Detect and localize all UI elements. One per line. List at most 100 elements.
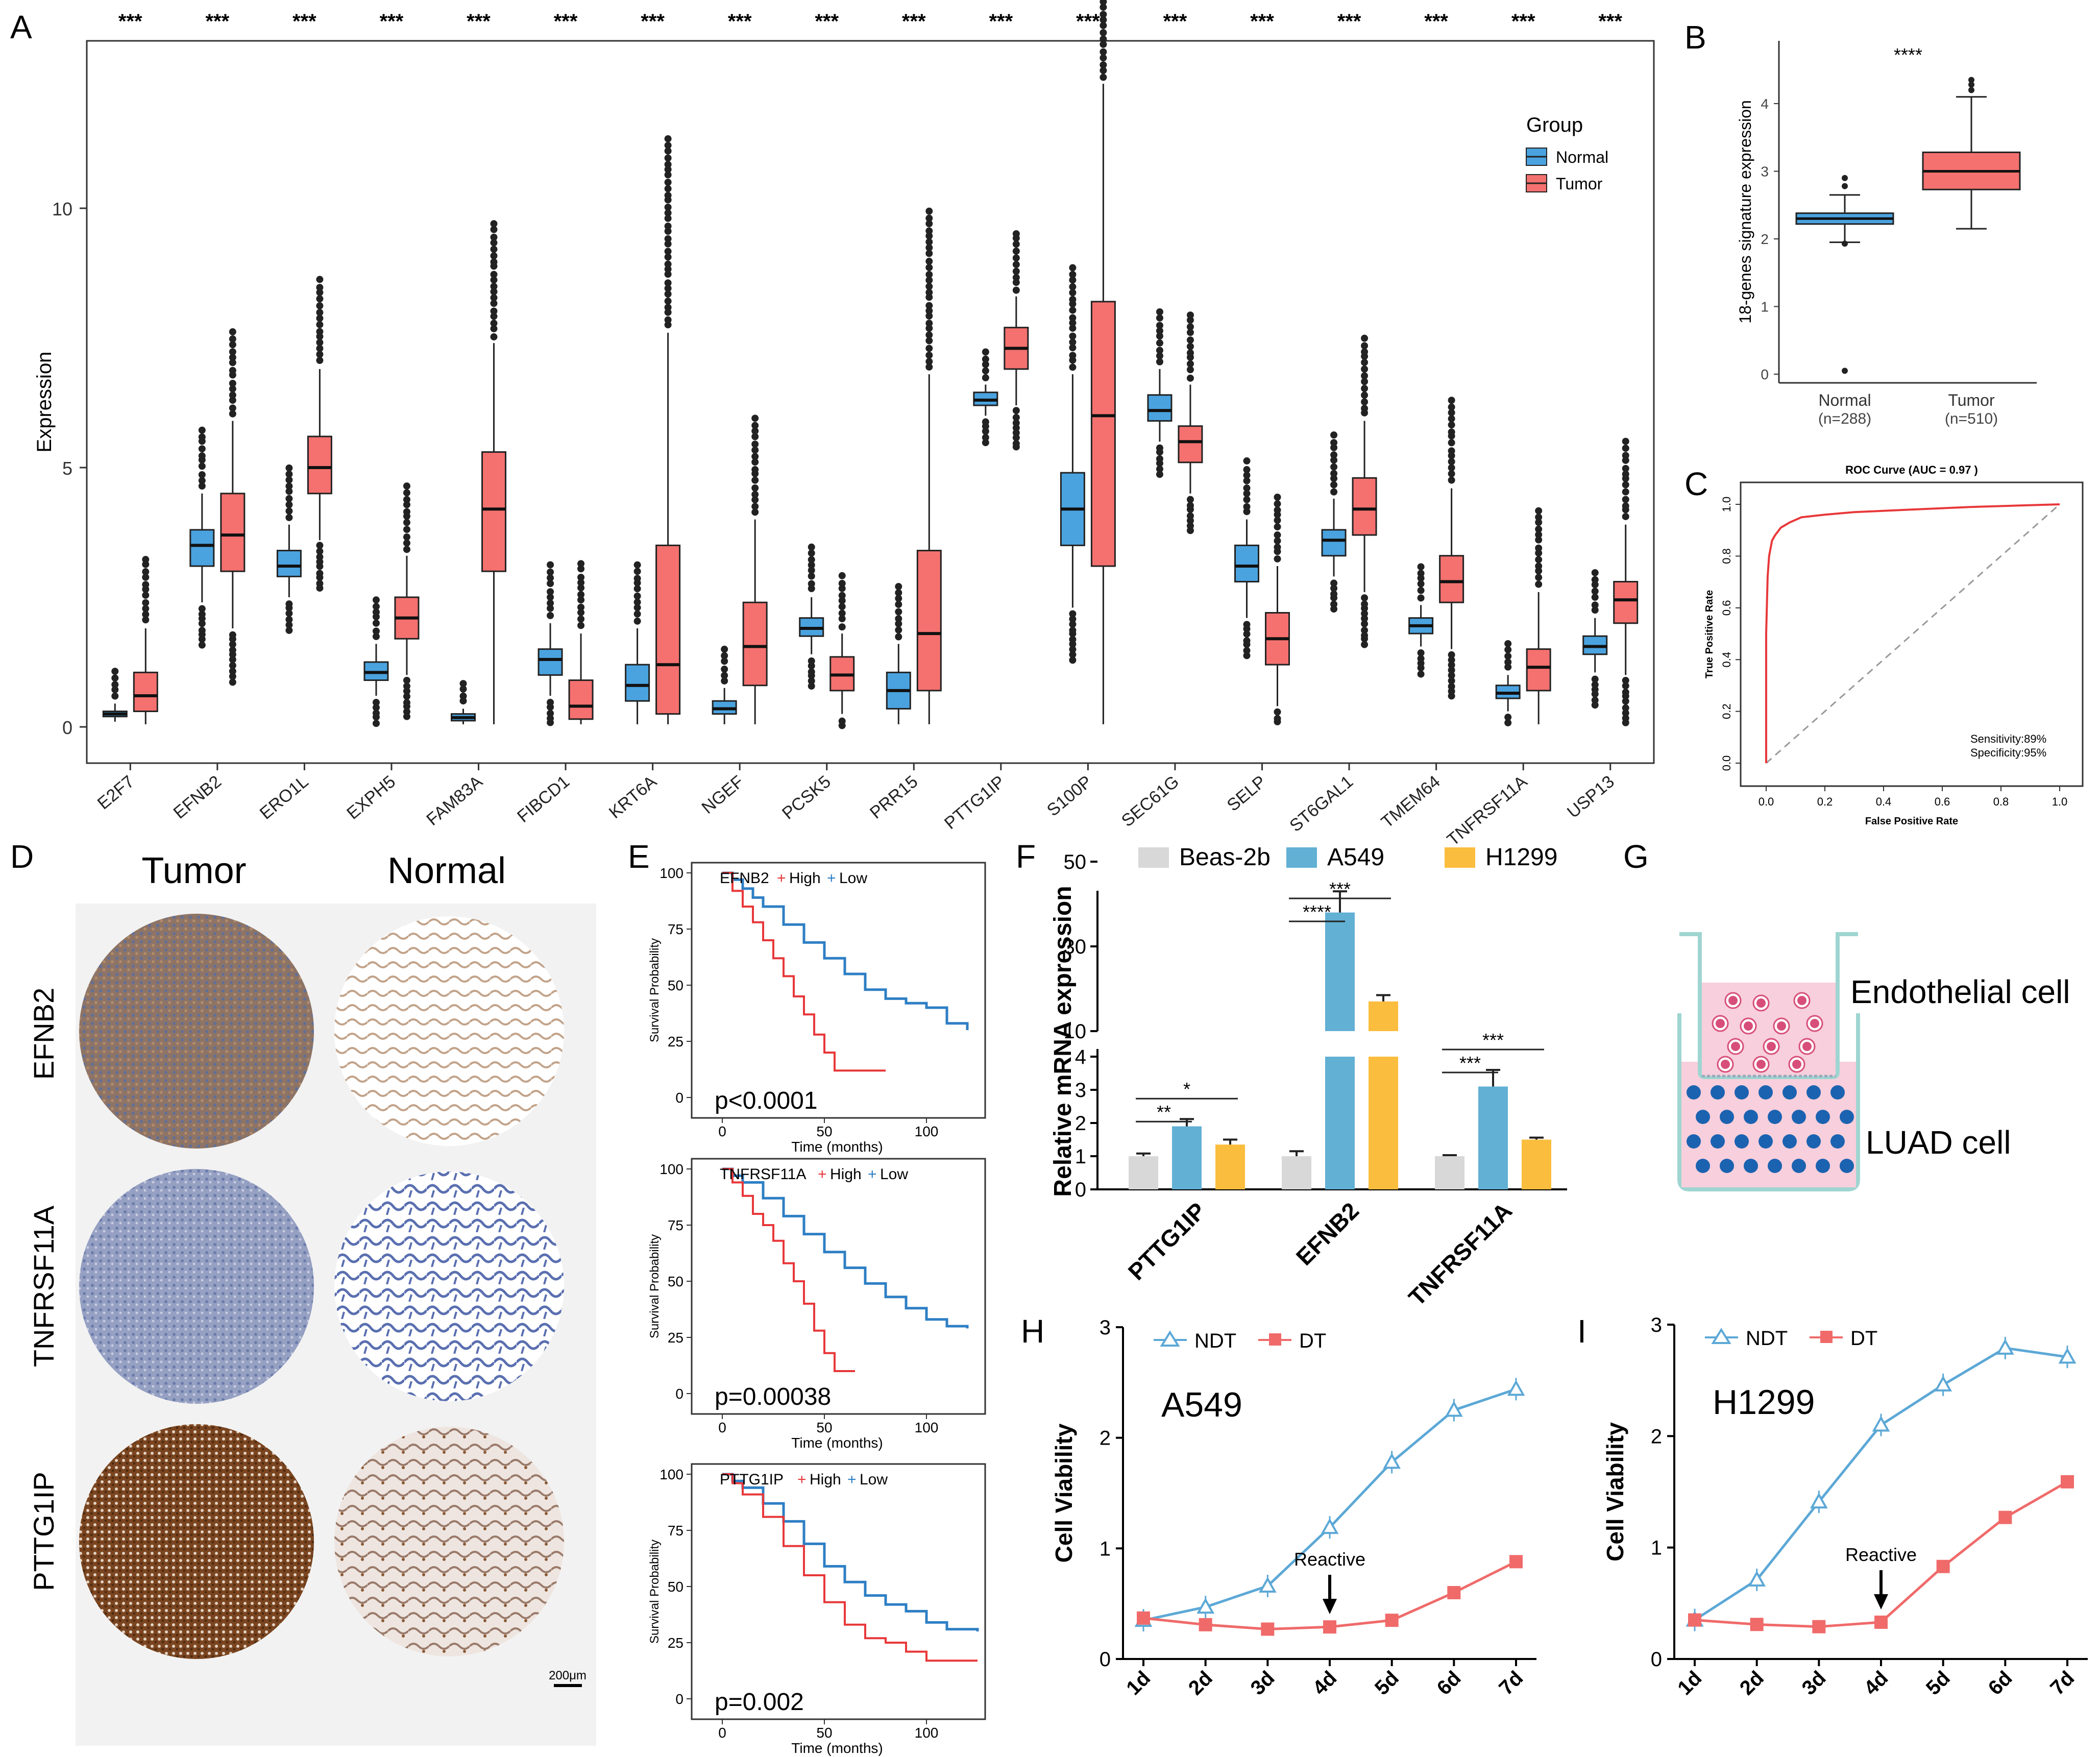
scale-label: 200μm: [549, 1669, 587, 1682]
outlier-point: [721, 672, 728, 679]
reactive-label: Reactive: [1294, 1549, 1365, 1570]
outlier-point: [808, 549, 815, 557]
bar-a549-upper: [1325, 912, 1355, 1031]
y-tick-label: 3: [1651, 1314, 1662, 1336]
outlier-point: [372, 596, 380, 604]
outlier-point: [925, 207, 933, 215]
km-line-high: [722, 1473, 978, 1662]
outlier-point: [751, 466, 759, 473]
outlier-point: [547, 599, 554, 607]
outlier-point: [547, 568, 554, 576]
outlier-point: [1504, 646, 1512, 653]
outlier-point: [925, 238, 933, 246]
outlier-point: [895, 601, 902, 608]
outlier-point: [1448, 458, 1455, 466]
x-tick-label: NGEF: [698, 772, 748, 818]
luad-cell: [1711, 1134, 1725, 1149]
outlier-point: [316, 295, 324, 303]
outlier-point: [1448, 677, 1455, 685]
x-tick-label: 1d: [1673, 1667, 1706, 1699]
outlier-point: [1069, 352, 1077, 359]
outlier-point: [490, 276, 498, 284]
outlier-point: [1842, 240, 1848, 247]
outlier-point: [403, 546, 410, 553]
outlier-point: [1361, 398, 1369, 406]
outlier-point: [229, 410, 236, 418]
outlier-point: [751, 508, 759, 516]
km-line-high: [722, 1168, 855, 1372]
outlier-point: [1274, 537, 1281, 545]
outlier-point: [1012, 434, 1020, 442]
outlier-point: [664, 260, 672, 268]
significance-mark: ***: [554, 10, 578, 33]
outlier-point: [316, 584, 324, 592]
legend-swatch: [1286, 847, 1317, 868]
y-axis-label: Survival Probability: [648, 1234, 662, 1338]
outlier-point: [142, 599, 150, 606]
outlier-point: [1069, 338, 1077, 346]
outlier-point: [316, 357, 324, 364]
outlier-point: [142, 581, 150, 589]
outlier-point: [372, 603, 380, 611]
outlier-point: [1448, 692, 1455, 700]
outlier-point: [1535, 563, 1543, 570]
dt-marker: [1323, 1620, 1336, 1634]
outlier-point: [1330, 488, 1338, 496]
dt-marker: [2061, 1475, 2074, 1488]
outlier-point: [838, 623, 846, 631]
luad-cell: [1744, 1110, 1758, 1124]
outlier-point: [1361, 385, 1369, 393]
outlier-point: [1361, 626, 1369, 634]
outlier-point: [198, 482, 206, 490]
outlier-point: [547, 604, 554, 612]
outlier-point: [577, 596, 585, 604]
plot-frame: [1740, 481, 2084, 787]
box-tumor: [133, 671, 158, 713]
outlier-point: [1069, 289, 1077, 297]
outlier-point: [751, 476, 759, 484]
outlier-point: [1186, 323, 1194, 331]
outlier-point: [1274, 555, 1281, 563]
outlier-point: [838, 592, 846, 599]
x-tick-label: 0.6: [1935, 795, 1950, 808]
y-tick-label: 50: [668, 1579, 683, 1595]
bar-a549-lower: [1325, 1057, 1355, 1189]
ndt-marker: [1258, 1576, 1277, 1593]
x-tick-label: FAM83A: [423, 772, 486, 829]
endothelial-nucleus: [1756, 998, 1766, 1008]
outlier-point: [1069, 319, 1077, 327]
box-tumor: [655, 544, 681, 715]
outlier-point: [1012, 247, 1020, 255]
outlier-point: [577, 584, 585, 592]
outlier-point: [1100, 54, 1107, 62]
outlier-point: [1100, 4, 1107, 11]
x-count-label: (n=288): [1818, 410, 1871, 427]
outlier-point: [1186, 366, 1194, 374]
endothelial-nucleus: [1756, 1060, 1766, 1069]
outlier-point: [1622, 676, 1629, 684]
outlier-point: [1504, 640, 1512, 647]
y-tick-label: 0: [1651, 1648, 1662, 1671]
outlier-point: [1622, 709, 1629, 717]
ndt-marker: [1934, 1375, 1952, 1392]
legend-title: Group: [1526, 114, 1583, 136]
x-tick-label: E2F7: [94, 772, 138, 813]
outlier-point: [925, 283, 933, 290]
outlier-point: [1448, 439, 1455, 447]
outlier-point: [1417, 670, 1425, 678]
outlier-point: [925, 331, 933, 339]
outlier-point: [229, 662, 236, 669]
outlier-point: [1012, 424, 1020, 432]
legend-low: Low: [839, 870, 867, 887]
outlier-point: [229, 678, 236, 686]
box-tumor: [568, 679, 594, 720]
outlier-point: [721, 652, 728, 660]
outlier-point: [1243, 490, 1251, 497]
x-tick-label: 5d: [1922, 1667, 1955, 1699]
outlier-point: [229, 335, 236, 343]
significance-mark: ***: [292, 10, 316, 33]
y-tick-label: 25: [668, 1330, 683, 1346]
legend-low-mark: +: [847, 1471, 857, 1488]
legend-high-mark: +: [797, 1471, 807, 1488]
